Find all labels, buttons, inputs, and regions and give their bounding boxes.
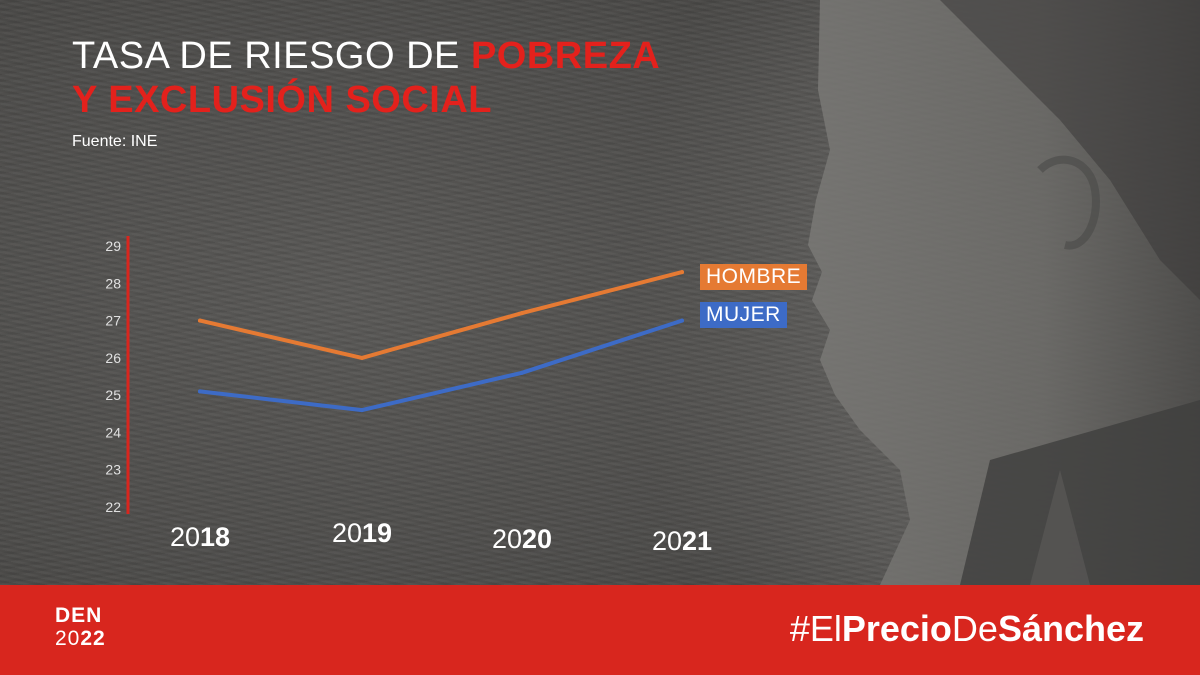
data-point-hombre (198, 318, 202, 323)
line-chart: 29 28 27 26 25 24 23 22 2018 2019 2020 2021 (105, 236, 712, 556)
x-tick-label: 2021 (652, 526, 712, 556)
logo-line-1: DEN (55, 604, 103, 627)
hashtag-part-1: #El (789, 608, 842, 649)
data-point-mujer (360, 408, 364, 413)
data-point-hombre (680, 270, 684, 275)
hashtag-part-4: Sánchez (997, 608, 1144, 649)
data-point-mujer (680, 318, 684, 323)
den2022-logo: DEN 2022 (55, 604, 106, 650)
data-point-hombre (360, 355, 364, 360)
x-tick-label: 2018 (170, 522, 230, 552)
x-tick-label: 2019 (332, 518, 392, 548)
legend-hombre: HOMBRE (700, 264, 808, 290)
x-axis: 2018 2019 2020 2021 (170, 518, 712, 556)
title-line-2: Y EXCLUSIÓN SOCIAL (72, 79, 493, 121)
hashtag-part-3: De (951, 608, 998, 649)
logo-line-2: 2022 (55, 627, 106, 650)
x-tick-label: 2020 (492, 524, 552, 554)
series-layer (198, 270, 684, 413)
y-tick-label: 27 (105, 313, 121, 329)
portrait-silhouette (808, 0, 1200, 585)
legend-mujer: MUJER (700, 302, 787, 328)
hashtag-part-2: Precio (841, 608, 952, 649)
y-tick-label: 29 (105, 238, 121, 254)
data-point-hombre (520, 311, 524, 316)
y-tick-label: 28 (105, 275, 121, 291)
y-tick-label: 25 (105, 387, 121, 403)
source-note: Fuente: INE (72, 133, 158, 150)
data-point-mujer (520, 370, 524, 375)
logo-line-2-bold: 22 (80, 627, 106, 650)
y-axis: 29 28 27 26 25 24 23 22 (105, 236, 130, 515)
series-line-hombre (198, 270, 684, 360)
title-part-1: TASA DE RIESGO DE (72, 35, 471, 77)
chart-title: TASA DE RIESGO DE POBREZA Y EXCLUSIÓN SO… (72, 34, 660, 122)
y-tick-label: 26 (105, 350, 121, 366)
y-tick-label: 24 (105, 424, 121, 440)
y-tick-label: 23 (105, 462, 121, 478)
data-point-mujer (198, 389, 202, 394)
series-line-mujer (198, 318, 684, 413)
logo-line-2-light: 20 (55, 627, 81, 650)
hashtag: #ElPrecioDeSánchez (790, 607, 1144, 651)
footer-bar: DEN 2022 #ElPrecioDeSánchez (0, 585, 1200, 675)
y-tick-label: 22 (105, 499, 121, 515)
title-part-2: POBREZA (470, 35, 661, 77)
